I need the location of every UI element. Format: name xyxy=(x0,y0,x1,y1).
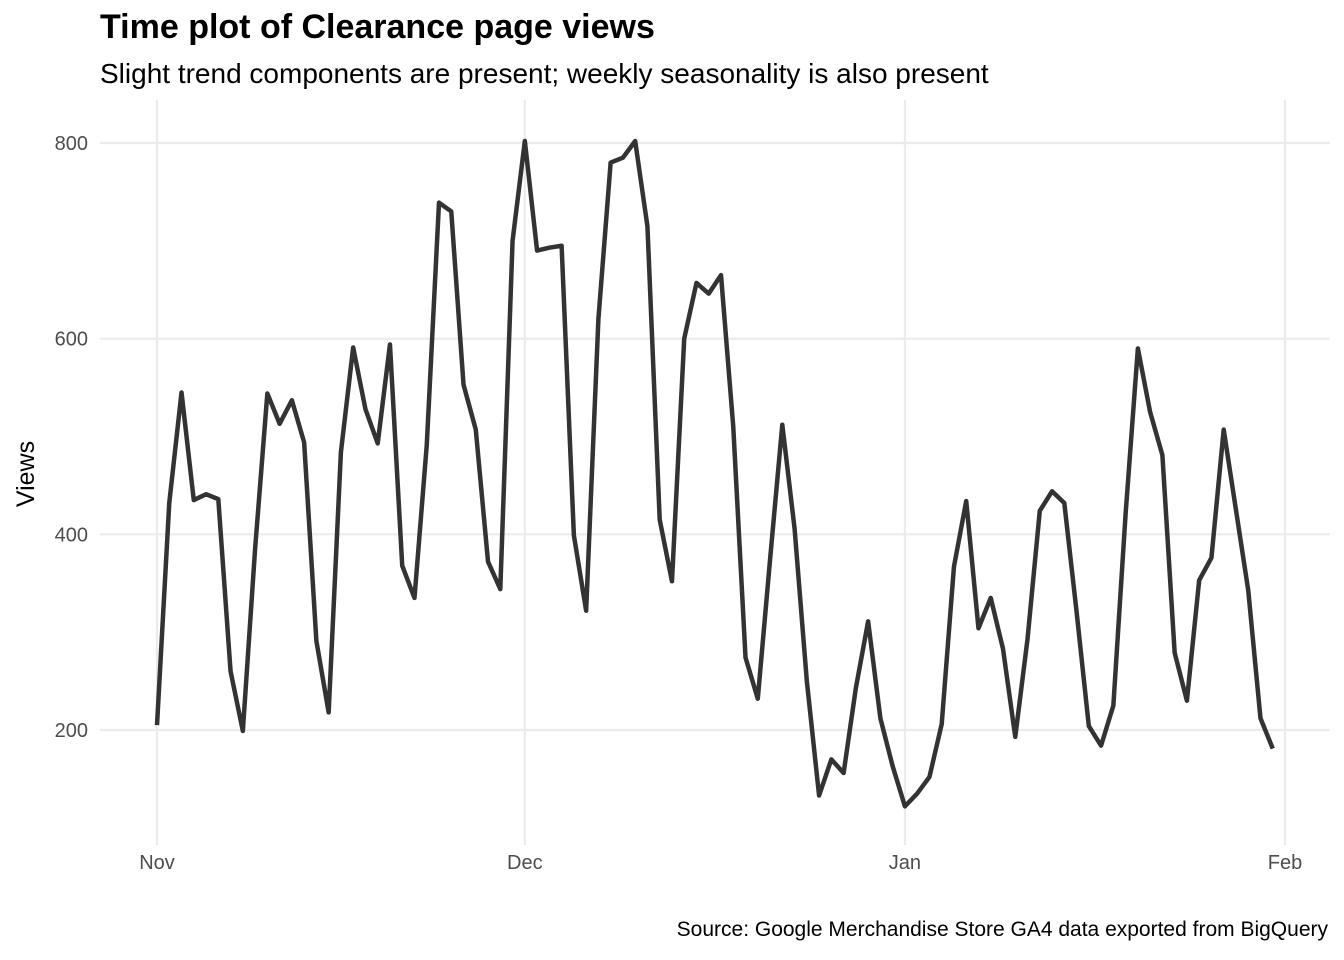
chart-title: Time plot of Clearance page views xyxy=(100,8,655,46)
y-tick-labels: 200 400 600 800 xyxy=(55,133,88,742)
x-tick-label: Jan xyxy=(889,852,921,874)
y-tick-label: 400 xyxy=(55,524,88,546)
series-group xyxy=(154,138,1275,809)
y-tick-label: 600 xyxy=(55,329,88,351)
y-tick-label: 800 xyxy=(55,133,88,155)
x-tick-label: Nov xyxy=(139,852,175,874)
x-tick-labels: Nov Dec Jan Feb xyxy=(139,852,1302,874)
x-gridlines xyxy=(155,100,1287,845)
chart-subtitle: Slight trend components are present; wee… xyxy=(100,58,989,89)
y-tick-label: 200 xyxy=(55,720,88,742)
series-line-views xyxy=(154,138,1275,809)
y-gridlines xyxy=(100,141,1330,732)
x-tick-label: Feb xyxy=(1268,852,1302,874)
chart-caption: Source: Google Merchandise Store GA4 dat… xyxy=(676,918,1328,941)
y-axis-title: Views xyxy=(12,441,40,507)
x-tick-label: Dec xyxy=(507,852,543,874)
